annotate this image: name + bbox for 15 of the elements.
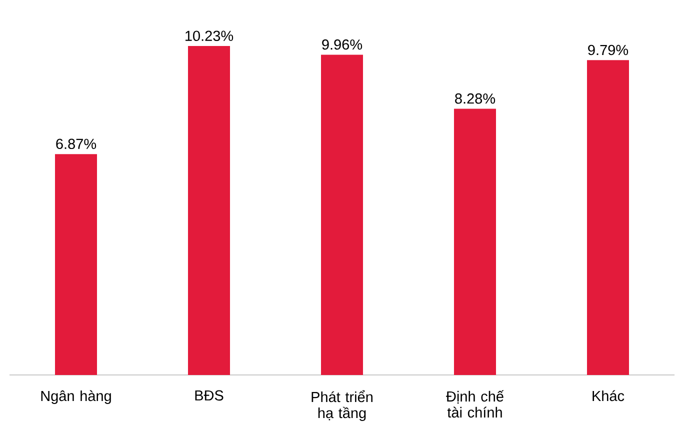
x-tick-label: Phát triển hạ tầng bbox=[312, 390, 372, 422]
data-label: 9.96% bbox=[322, 39, 362, 50]
x-tick-label: Định chế tài chính bbox=[446, 390, 504, 418]
bar bbox=[587, 60, 629, 375]
data-label: 6.87% bbox=[56, 138, 96, 150]
data-label: 8.28% bbox=[455, 93, 496, 104]
bar bbox=[454, 108, 496, 375]
bar bbox=[321, 54, 363, 375]
x-tick-label: Ngân hàng bbox=[41, 390, 111, 404]
data-label: 9.79% bbox=[588, 44, 628, 56]
bar bbox=[188, 46, 230, 375]
x-tick-label: BĐS bbox=[195, 390, 224, 401]
data-label: 10.23% bbox=[186, 30, 234, 41]
bar bbox=[55, 154, 97, 375]
x-tick-label: Khác bbox=[592, 390, 624, 402]
